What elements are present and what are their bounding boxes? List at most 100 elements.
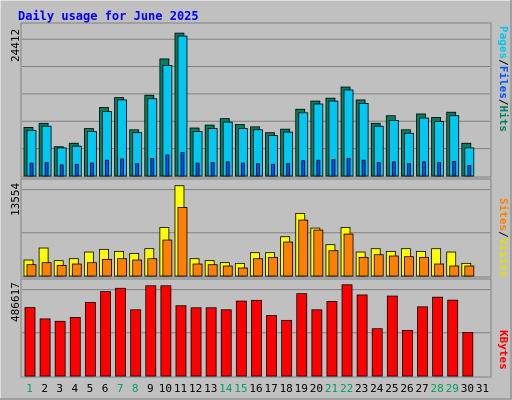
x-tick-label: 24 (370, 382, 384, 395)
bar-sites (419, 256, 429, 277)
x-tick-label: 6 (101, 382, 109, 395)
legend-kbytes: KBytes (497, 330, 510, 370)
bar-pages (89, 162, 94, 177)
bar-sites (86, 262, 97, 277)
bar-kbytes (251, 299, 262, 377)
bar-sites (71, 263, 82, 277)
panel-border (20, 278, 492, 378)
legend-visits: Visits (497, 237, 510, 278)
x-tick-label: 1 (26, 382, 33, 395)
bar-sites (464, 265, 475, 277)
bar-kbytes (190, 307, 202, 377)
top-legend: Pages/Files/Hits (497, 26, 510, 132)
x-tick-label: 9 (147, 382, 154, 395)
bar-pages (135, 163, 140, 177)
bar-kbytes (281, 319, 293, 377)
bar-sites (388, 255, 399, 277)
x-tick-label: 7 (116, 382, 124, 395)
bar-kbytes (447, 299, 459, 377)
bar-kbytes (266, 315, 277, 377)
bar-sites (434, 263, 445, 277)
bar-sites (102, 258, 112, 277)
bar-pages (452, 160, 457, 177)
legend-files: Files (497, 65, 510, 99)
x-tick-label: 12 (188, 382, 203, 395)
bar-kbytes (84, 301, 96, 377)
legend-sites: Sites (497, 198, 510, 232)
bar-pages (271, 163, 275, 177)
bar-kbytes (235, 300, 247, 377)
bar-kbytes (462, 332, 474, 377)
legend-pages: Pages (497, 26, 510, 60)
bar-sites (26, 264, 37, 277)
bar-kbytes (160, 285, 172, 377)
bar-kbytes (386, 295, 398, 377)
x-tick-label: 21 (324, 382, 339, 395)
x-tick-label: 2 (41, 382, 48, 395)
x-tick-label: 28 (430, 382, 444, 395)
bar-sites (162, 239, 173, 277)
bar-pages (331, 159, 336, 177)
bar-sites (147, 258, 158, 277)
x-tick-label: 3 (56, 382, 64, 395)
bar-sites (298, 219, 309, 277)
bottom-ymax-label: 486617 (9, 282, 22, 322)
bar-sites (358, 256, 369, 277)
x-tick-label: 4 (71, 382, 79, 395)
x-tick-label: 30 (460, 382, 474, 395)
bar-kbytes (326, 301, 338, 377)
bar-kbytes (39, 318, 51, 377)
bar-pages (422, 161, 426, 177)
panel-border (20, 22, 492, 178)
bar-kbytes (356, 294, 368, 377)
bar-kbytes (130, 309, 142, 377)
bar-pages (120, 158, 124, 177)
bar-sites (373, 254, 384, 277)
bar-sites (268, 256, 278, 277)
bar-sites (192, 263, 203, 277)
x-tick-label: 22 (339, 382, 354, 395)
bar-sites (41, 262, 52, 277)
x-tick-label: 26 (400, 382, 414, 395)
bar-kbytes (402, 329, 413, 377)
x-tick-label: 18 (279, 382, 293, 395)
bar-kbytes (115, 287, 126, 377)
bar-kbytes (417, 306, 428, 377)
x-tick-label: 27 (415, 382, 429, 395)
bar-pages (316, 159, 321, 177)
bottom-legend: KBytes (497, 330, 510, 370)
bar-kbytes (145, 285, 157, 377)
bar-sites (207, 264, 218, 277)
bar-pages (240, 162, 245, 177)
bar-pages (301, 160, 306, 177)
bar-pages (225, 161, 230, 177)
bar-sites (283, 241, 294, 277)
bar-pages (391, 161, 396, 177)
bar-pages (210, 162, 215, 177)
bar-pages (407, 163, 411, 177)
bar-kbytes (69, 316, 81, 377)
bar-pages (29, 162, 34, 177)
x-tick-label: 5 (86, 382, 94, 395)
x-tick-label: 15 (234, 382, 248, 395)
bar-pages (256, 163, 260, 177)
bar-sites (177, 207, 188, 277)
bar-pages (467, 165, 472, 177)
bar-sites (117, 258, 127, 277)
bar-sites (222, 265, 233, 277)
x-tick-label: 14 (219, 382, 233, 395)
bar-kbytes (220, 309, 232, 377)
x-tick-label: 17 (264, 382, 278, 395)
bar-pages (44, 162, 49, 177)
legend-sep: / (497, 231, 510, 238)
x-tick-label: 16 (249, 382, 263, 395)
middle-legend: Sites/Visits (497, 198, 510, 278)
bar-sites (449, 265, 460, 277)
panel-border (20, 178, 492, 278)
bar-kbytes (341, 284, 353, 377)
x-tick-label: 10 (158, 382, 173, 395)
bar-pages (74, 163, 79, 177)
bar-kbytes (24, 307, 36, 377)
